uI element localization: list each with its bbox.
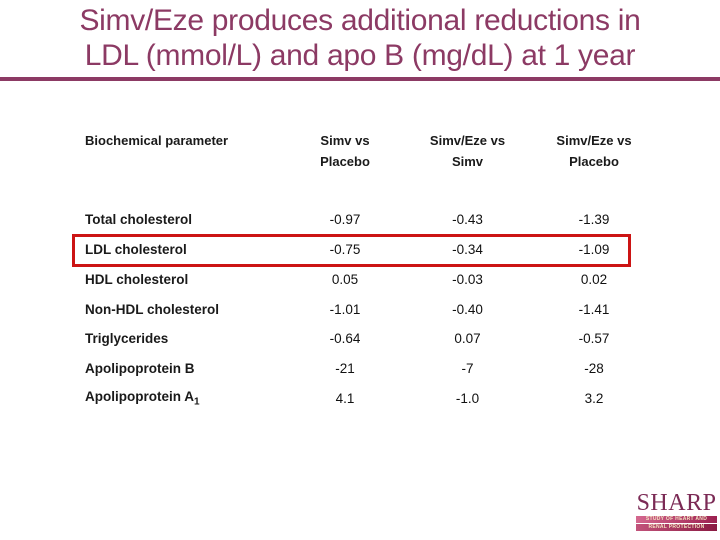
- row-value: -0.43: [452, 212, 483, 228]
- results-table: Biochemical parameter Simv vs Placebo Si…: [73, 130, 658, 413]
- row-parameter: Apolipoprotein A1: [73, 389, 285, 408]
- slide-title: Simv/Eze produces additional reductions …: [0, 3, 720, 73]
- row-value: 4.1: [335, 390, 355, 406]
- row-value: -0.34: [452, 242, 483, 258]
- header-simveze-vs-placebo: Simv/Eze vs Placebo: [556, 133, 632, 169]
- row-value: -0.75: [329, 242, 361, 258]
- title-underline: [0, 77, 720, 81]
- slide-title-line2: LDL (mmol/L) and apo B (mg/dL) at 1 year: [84, 39, 636, 72]
- row-value: -0.57: [578, 331, 610, 347]
- row-parameter: Apolipoprotein B: [85, 361, 195, 377]
- sharp-logo: SHARP STUDY OF HEART AND RENAL PROTECTIO…: [636, 491, 717, 531]
- row-value: -0.97: [329, 212, 361, 228]
- row-parameter: LDL cholesterol: [85, 242, 187, 258]
- slide-title-line1: Simv/Eze produces additional reductions …: [79, 4, 641, 37]
- row-value: -0.64: [329, 331, 361, 347]
- sharp-logo-wordmark: SHARP: [636, 490, 717, 516]
- row-parameter-subscript: 1: [193, 396, 200, 408]
- row-value: -1.0: [455, 390, 480, 406]
- table-row: HDL cholesterol 0.05 -0.03 0.02: [73, 265, 658, 295]
- table-body: Total cholesterol -0.97 -0.43 -1.39 LDL …: [73, 205, 658, 413]
- row-value: 3.2: [584, 390, 604, 406]
- table-header-row: Biochemical parameter Simv vs Placebo Si…: [73, 130, 658, 172]
- row-parameter-text: Apolipoprotein A: [85, 389, 194, 405]
- row-value: -21: [335, 361, 355, 377]
- row-value: -1.01: [329, 301, 361, 317]
- row-parameter: Total cholesterol: [85, 212, 193, 228]
- row-parameter: HDL cholesterol: [85, 271, 189, 287]
- row-parameter: Non-HDL cholesterol: [85, 301, 220, 317]
- header-simveze-vs-simv: Simv/Eze vs Simv: [429, 133, 506, 169]
- row-value: -0.03: [452, 271, 483, 287]
- row-value: -0.40: [452, 301, 483, 317]
- table-row: Apolipoprotein A1 4.1 -1.0 3.2: [73, 384, 658, 414]
- row-value: -1.09: [578, 242, 610, 258]
- row-value: -1.41: [578, 301, 610, 317]
- row-parameter: Triglycerides: [85, 331, 169, 347]
- header-simv-vs-placebo: Simv vs Placebo: [320, 133, 370, 169]
- row-value: -28: [584, 361, 604, 377]
- table-row: Total cholesterol -0.97 -0.43 -1.39: [73, 205, 658, 235]
- sharp-logo-tagline-1: STUDY OF HEART AND: [636, 516, 717, 523]
- sharp-logo-tagline-2: RENAL PROTECTION: [636, 524, 717, 531]
- row-value: 0.05: [331, 271, 359, 287]
- table-row: Triglycerides -0.64 0.07 -0.57: [73, 324, 658, 354]
- table-row: Non-HDL cholesterol -1.01 -0.40 -1.41: [73, 294, 658, 324]
- row-value: 0.07: [454, 331, 481, 347]
- row-value: -7: [461, 361, 474, 377]
- table-row: Apolipoprotein B -21 -7 -28: [73, 354, 658, 384]
- row-value: 0.02: [580, 271, 608, 287]
- row-value: -1.39: [578, 212, 610, 228]
- header-biochemical-parameter: Biochemical parameter: [85, 133, 229, 148]
- table-row-highlighted: LDL cholesterol -0.75 -0.34 -1.09: [73, 235, 658, 265]
